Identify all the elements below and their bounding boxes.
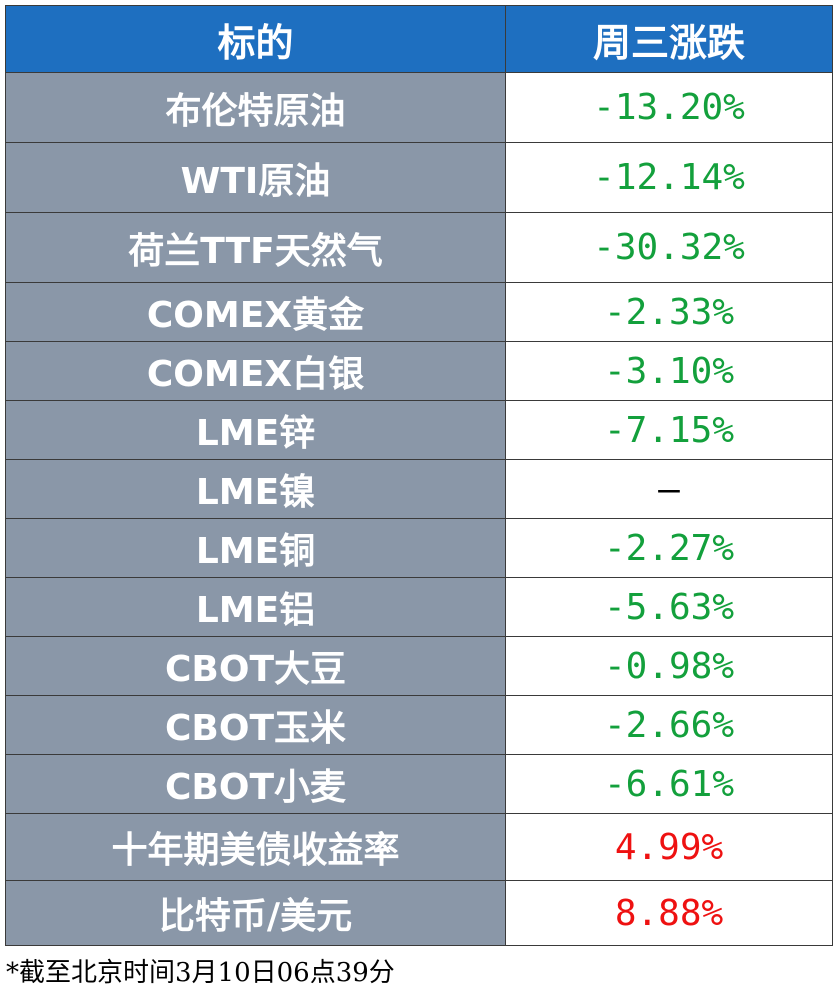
asset-name: COMEX白银 [5,341,506,401]
change-value: 8.88% [505,880,833,946]
change-value: 4.99% [505,813,833,881]
asset-name: 布伦特原油 [5,72,506,143]
asset-name: 荷兰TTF天然气 [5,212,506,283]
header-cell: 周三涨跌 [505,5,833,73]
asset-name: WTI原油 [5,142,506,213]
change-value: -5.63% [505,577,833,637]
asset-name: 十年期美债收益率 [5,813,506,881]
change-value: -0.98% [505,636,833,696]
asset-name: LME镍 [5,459,506,519]
change-value: -13.20% [505,72,833,143]
asset-name: CBOT大豆 [5,636,506,696]
change-value: -3.10% [505,341,833,401]
change-value: -12.14% [505,142,833,213]
asset-name: CBOT小麦 [5,754,506,814]
change-value: -30.32% [505,212,833,283]
asset-name: LME铝 [5,577,506,637]
change-value: -2.27% [505,518,833,578]
header-cell: 标的 [5,5,506,73]
change-value: -7.15% [505,400,833,460]
change-value: -2.33% [505,282,833,342]
change-value: -6.61% [505,754,833,814]
asset-name: CBOT玉米 [5,695,506,755]
footnote: *截至北京时间3月10日06点39分 [6,958,395,988]
asset-name: LME铜 [5,518,506,578]
asset-name: 比特币/美元 [5,880,506,946]
asset-name: COMEX黄金 [5,282,506,342]
change-value: -2.66% [505,695,833,755]
change-value: – [505,459,833,519]
asset-name: LME锌 [5,400,506,460]
